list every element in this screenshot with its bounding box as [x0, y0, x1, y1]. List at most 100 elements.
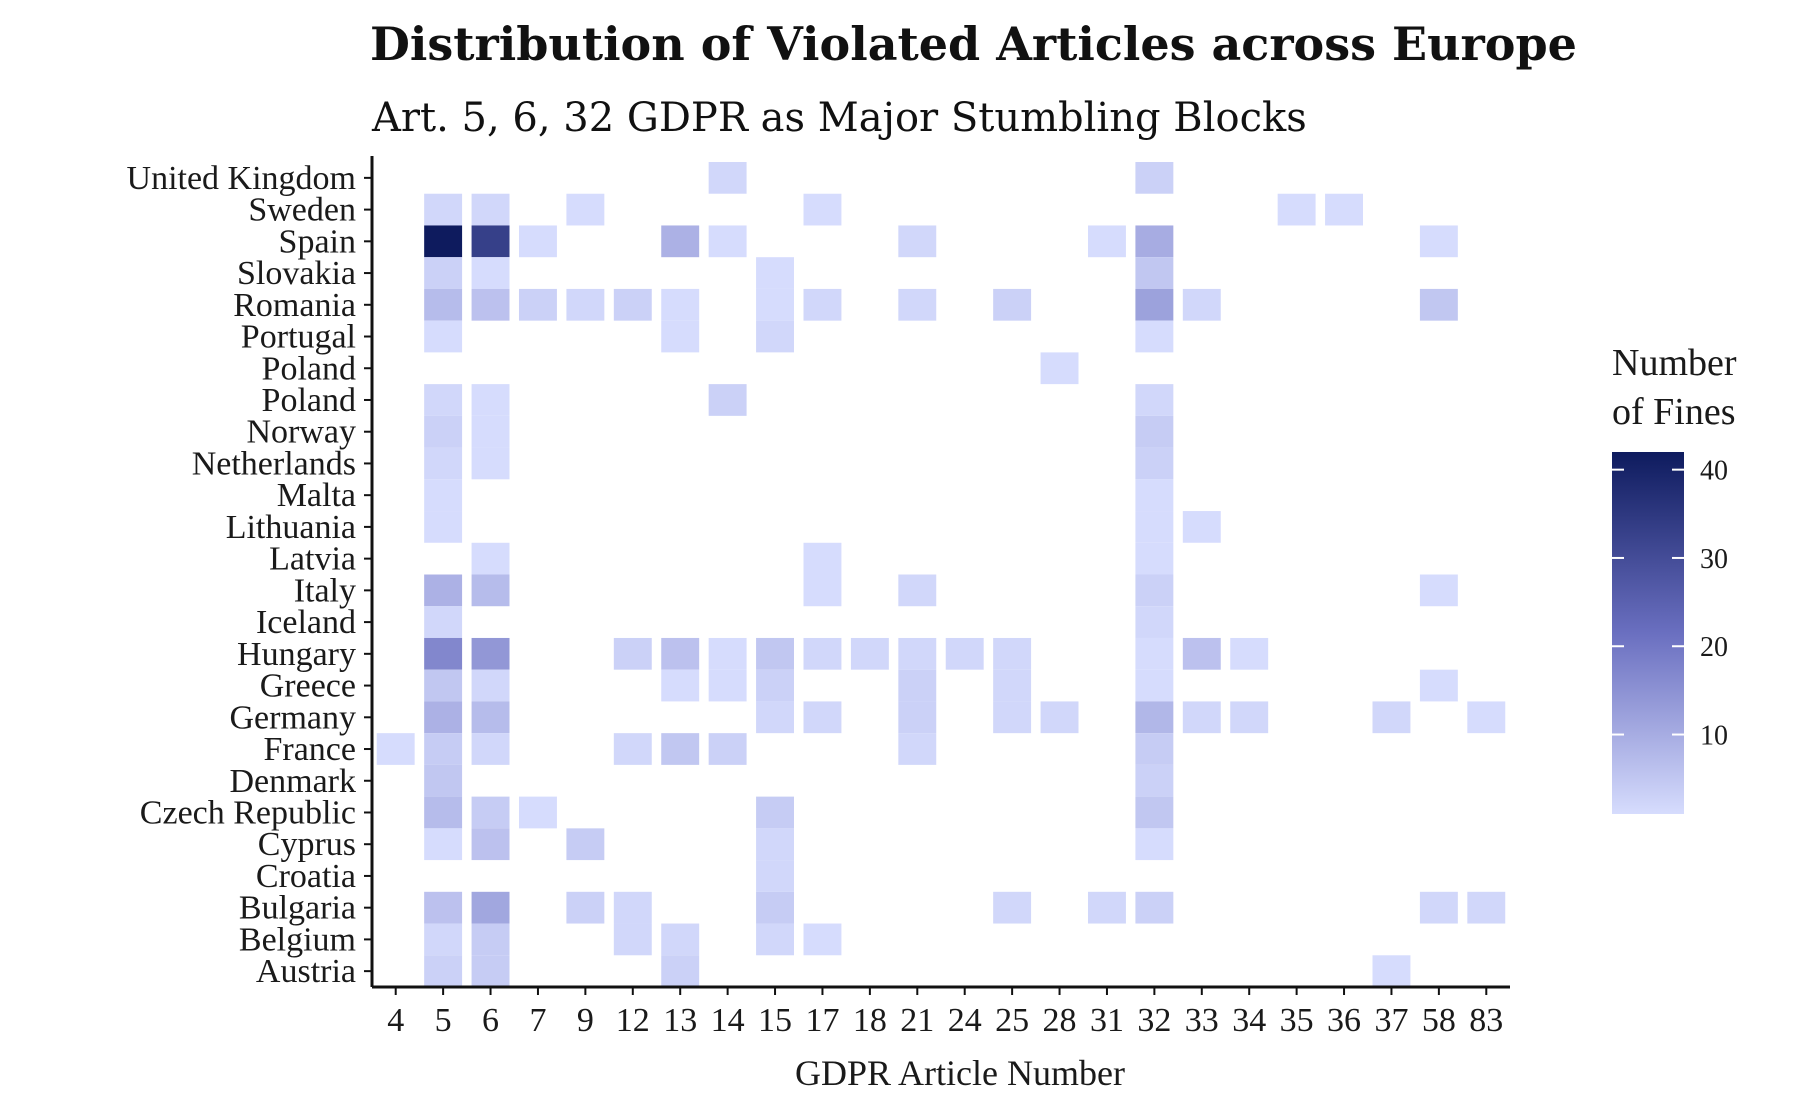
x-tick-label: 34: [1232, 1002, 1266, 1039]
x-tick-label: 5: [435, 1002, 452, 1039]
heatmap-cell: [993, 701, 1032, 734]
heatmap-cell: [471, 891, 510, 924]
heatmap-cell: [993, 288, 1032, 321]
heatmap-cell: [661, 225, 700, 258]
heatmap-cell: [424, 288, 463, 321]
y-tick-label: United Kingdom: [127, 160, 356, 197]
heatmap-cell: [424, 891, 463, 924]
x-axis-title: GDPR Article Number: [795, 1053, 1125, 1093]
heatmap-cell: [661, 923, 700, 956]
heatmap-cell: [1419, 669, 1458, 702]
heatmap-cell: [424, 637, 463, 670]
heatmap-cells: [376, 162, 1506, 987]
heatmap-cell: [993, 637, 1032, 670]
heatmap-cell: [1372, 955, 1411, 987]
heatmap-cell: [850, 637, 889, 670]
heatmap-cell: [1135, 733, 1174, 765]
heatmap-cell: [471, 733, 510, 765]
x-tick-label: 28: [1043, 1002, 1077, 1039]
heatmap-cell: [708, 162, 747, 194]
y-tick-label: Greece: [260, 668, 356, 705]
heatmap-cell: [1419, 225, 1458, 258]
heatmap-cell: [1087, 225, 1126, 258]
heatmap-cell: [471, 669, 510, 702]
x-tick-label: 83: [1469, 1002, 1503, 1039]
chart-title: Distribution of Violated Articles across…: [370, 17, 1577, 71]
heatmap-cell: [1135, 764, 1174, 797]
heatmap-cell: [471, 257, 510, 289]
heatmap-cell: [756, 796, 794, 829]
heatmap-cell: [1182, 511, 1221, 543]
x-tick-label: 12: [616, 1002, 650, 1039]
heatmap-cell: [756, 860, 794, 892]
y-tick-label: Bulgaria: [239, 890, 356, 927]
heatmap-cell: [1135, 828, 1174, 861]
heatmap-cell: [803, 288, 842, 321]
heatmap-cell: [1467, 701, 1506, 734]
heatmap-cell: [661, 669, 700, 702]
heatmap-cell: [424, 511, 463, 543]
heatmap-cell: [708, 669, 747, 702]
y-tick-label: Malta: [277, 477, 356, 514]
heatmap-cell: [756, 891, 794, 924]
heatmap-cell: [613, 637, 652, 670]
y-tick-label: Spain: [279, 223, 356, 260]
heatmap-cell: [424, 479, 463, 512]
x-tick-label: 36: [1327, 1002, 1361, 1039]
heatmap-cell: [424, 764, 463, 797]
heatmap-cell: [613, 288, 652, 321]
heatmap-cell: [518, 796, 557, 829]
heatmap-cell: [756, 288, 794, 321]
y-tick-label: Sweden: [248, 192, 356, 229]
x-tick-label: 13: [663, 1002, 697, 1039]
x-tick-label: 24: [948, 1002, 982, 1039]
y-tick-label: Poland: [262, 382, 356, 419]
heatmap-cell: [471, 384, 510, 416]
heatmap-cell: [898, 701, 937, 734]
heatmap-cell: [898, 574, 937, 607]
heatmap-cell: [613, 733, 652, 765]
chart-subtitle: Art. 5, 6, 32 GDPR as Major Stumbling Bl…: [371, 95, 1307, 141]
heatmap-cell: [424, 257, 463, 289]
heatmap-cell: [898, 669, 937, 702]
heatmap-cell: [993, 669, 1032, 702]
legend-color-bar: [1612, 452, 1684, 814]
heatmap-cell: [1135, 162, 1174, 194]
y-tick-label: Latvia: [269, 541, 356, 578]
y-tick-label: Germany: [229, 699, 356, 736]
heatmap-cell: [424, 225, 463, 258]
heatmap-cell: [471, 923, 510, 956]
x-tick-label: 31: [1090, 1002, 1124, 1039]
x-tick-label: 21: [900, 1002, 934, 1039]
x-tick-label: 9: [577, 1002, 594, 1039]
heatmap-cell: [471, 637, 510, 670]
heatmap-cell: [471, 288, 510, 321]
y-tick-label: Netherlands: [192, 445, 356, 482]
x-tick-label: 18: [853, 1002, 887, 1039]
heatmap-cell: [471, 447, 510, 480]
heatmap-cell: [803, 923, 842, 956]
heatmap-cell: [756, 637, 794, 670]
heatmap-cell: [424, 701, 463, 734]
heatmap-cell: [424, 447, 463, 480]
heatmap-cell: [1135, 288, 1174, 321]
heatmap-cell: [1230, 701, 1269, 734]
heatmap-cell: [898, 733, 937, 765]
heatmap-cell: [1135, 669, 1174, 702]
heatmap-cell: [756, 701, 794, 734]
heatmap-cell: [566, 288, 605, 321]
heatmap-cell: [898, 637, 937, 670]
heatmap-cell: [471, 828, 510, 861]
heatmap-cell: [424, 955, 463, 987]
heatmap-cell: [1135, 225, 1174, 258]
heatmap-cell: [613, 923, 652, 956]
x-tick-label: 35: [1280, 1002, 1314, 1039]
y-tick-label: Cyprus: [258, 826, 356, 863]
heatmap-cell: [1135, 891, 1174, 924]
heatmap-cell: [1182, 288, 1221, 321]
heatmap-cell: [1135, 447, 1174, 480]
heatmap-cell: [566, 828, 605, 861]
heatmap-cell: [1135, 479, 1174, 512]
heatmap-cell: [1135, 542, 1174, 575]
